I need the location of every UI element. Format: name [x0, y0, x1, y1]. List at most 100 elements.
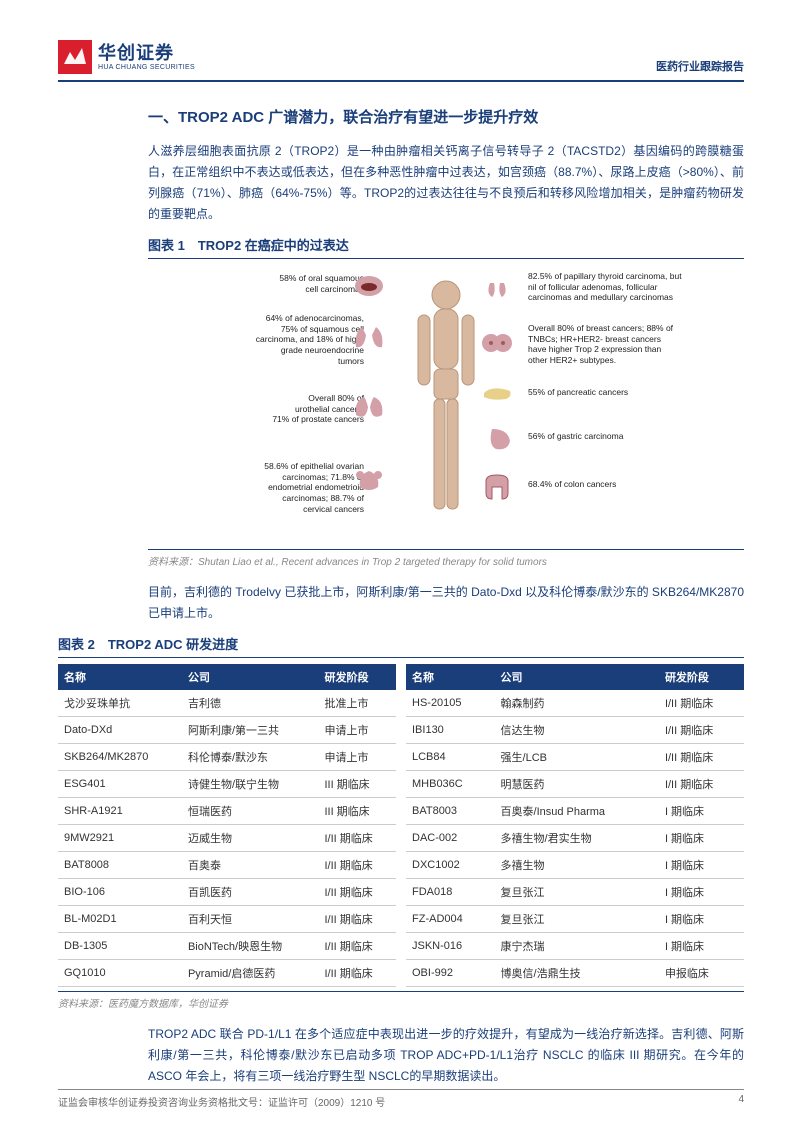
colon-icon — [478, 471, 516, 501]
table-cell: 恒瑞医药 — [182, 798, 319, 825]
table-row: BAT8003百奥泰/Insud PharmaI 期临床 — [406, 798, 744, 825]
table-row: JSKN-016康宁杰瑞I 期临床 — [406, 933, 744, 960]
table-row: IBI130信达生物I/II 期临床 — [406, 717, 744, 744]
infographic-label-right: 82.5% of papillary thyroid carcinoma, bu… — [528, 271, 682, 303]
table-cell: Dato-DXd — [58, 717, 182, 744]
table-row: HS-20105翰森制药I/II 期临床 — [406, 690, 744, 717]
table-left: 名称公司研发阶段戈沙妥珠单抗吉利德批准上市Dato-DXd阿斯利康/第一三共申请… — [58, 664, 396, 987]
table-cell: I/II 期临床 — [318, 933, 396, 960]
table-row: BAT8008百奥泰I/II 期临床 — [58, 852, 396, 879]
logo-block: 华创证券 HUA CHUANG SECURITIES — [58, 40, 195, 74]
table-row: OBI-992博奥信/浩鼎生技申报临床 — [406, 960, 744, 987]
figure1-title: 图表 1 TROP2 在癌症中的过表达 — [148, 235, 744, 259]
table-cell: 明慧医药 — [495, 771, 659, 798]
table-cell: 康宁杰瑞 — [495, 933, 659, 960]
table-header-cell: 公司 — [182, 664, 319, 690]
table-cell: I/II 期临床 — [659, 771, 744, 798]
table-cell: I 期临床 — [659, 825, 744, 852]
infographic-label-right: 68.4% of colon cancers — [528, 479, 616, 490]
figure2-title: 图表 2 TROP2 ADC 研发进度 — [58, 634, 744, 658]
table-row: FDA018复旦张江I 期临床 — [406, 879, 744, 906]
human-body-icon — [406, 275, 486, 535]
table-cell: I 期临床 — [659, 852, 744, 879]
table-cell: 百奥泰/Insud Pharma — [495, 798, 659, 825]
table-cell: SKB264/MK2870 — [58, 744, 182, 771]
table-cell: 百凯医药 — [182, 879, 319, 906]
table-cell: DAC-002 — [406, 825, 495, 852]
table-header-cell: 研发阶段 — [318, 664, 396, 690]
table-row: 9MW2921迈威生物I/II 期临床 — [58, 825, 396, 852]
table-cell: JSKN-016 — [406, 933, 495, 960]
table-cell: DXC1002 — [406, 852, 495, 879]
table-cell: BioNTech/映恩生物 — [182, 933, 319, 960]
table-cell: 信达生物 — [495, 717, 659, 744]
table-row: Dato-DXd阿斯利康/第一三共申请上市 — [58, 717, 396, 744]
table-cell: I/II 期临床 — [318, 852, 396, 879]
infographic-label-left: 64% of adenocarcinomas,75% of squamous c… — [256, 313, 364, 366]
table-cell: I/II 期临床 — [318, 879, 396, 906]
table-cell: 诗健生物/联宁生物 — [182, 771, 319, 798]
table-cell: ESG401 — [58, 771, 182, 798]
table-header-cell: 名称 — [58, 664, 182, 690]
table-cell: BL-M02D1 — [58, 906, 182, 933]
table-cell: 吉利德 — [182, 690, 319, 717]
table-cell: SHR-A1921 — [58, 798, 182, 825]
table-cell: 申请上市 — [318, 717, 396, 744]
table-cell: I 期临床 — [659, 798, 744, 825]
table-row: DAC-002多禧生物/君实生物I 期临床 — [406, 825, 744, 852]
intro-paragraph: 人滋养层细胞表面抗原 2（TROP2）是一种由肿瘤相关钙离子信号转导子 2（TA… — [148, 141, 744, 225]
footer-license: 证监会审核华创证券投资咨询业务资格批文号：证监许可（2009）1210 号 — [58, 1094, 385, 1109]
table-cell: 批准上市 — [318, 690, 396, 717]
lung-icon — [350, 321, 388, 351]
table-cell: 复旦张江 — [495, 906, 659, 933]
pancreas-icon — [478, 379, 516, 409]
table-row: BIO-106百凯医药I/II 期临床 — [58, 879, 396, 906]
table-cell: FZ-AD004 — [406, 906, 495, 933]
figure1-infographic: 58% of oral squamouscell carcinomas64% o… — [148, 265, 744, 545]
table-cell: BAT8008 — [58, 852, 182, 879]
table-header-cell: 名称 — [406, 664, 495, 690]
table-row: SHR-A1921恒瑞医药III 期临床 — [58, 798, 396, 825]
table-cell: 多禧生物 — [495, 852, 659, 879]
page-number: 4 — [738, 1094, 744, 1109]
table-cell: HS-20105 — [406, 690, 495, 717]
table-cell: FDA018 — [406, 879, 495, 906]
infographic-label-right: 55% of pancreatic cancers — [528, 387, 628, 398]
table-cell: MHB036C — [406, 771, 495, 798]
thyroid-icon — [478, 273, 516, 303]
infographic-label-right: 56% of gastric carcinoma — [528, 431, 623, 442]
table-cell: BAT8003 — [406, 798, 495, 825]
report-type: 医药行业跟踪报告 — [656, 58, 744, 74]
table-row: SKB264/MK2870科伦博泰/默沙东申请上市 — [58, 744, 396, 771]
table-cell: I/II 期临床 — [318, 825, 396, 852]
table-cell: I/II 期临床 — [659, 717, 744, 744]
table-cell: 强生/LCB — [495, 744, 659, 771]
table-cell: 阿斯利康/第一三共 — [182, 717, 319, 744]
breast-icon — [478, 327, 516, 357]
table-row: 戈沙妥珠单抗吉利德批准上市 — [58, 690, 396, 717]
table-row: FZ-AD004复旦张江I 期临床 — [406, 906, 744, 933]
table-cell: 博奥信/浩鼎生技 — [495, 960, 659, 987]
table-cell: I 期临床 — [659, 906, 744, 933]
table-cell: 迈威生物 — [182, 825, 319, 852]
table-row: ESG401诗健生物/联宁生物III 期临床 — [58, 771, 396, 798]
figure2-source: 资料来源：医药魔方数据库，华创证券 — [58, 991, 744, 1010]
table-cell: I/II 期临床 — [659, 690, 744, 717]
table-row: DXC1002多禧生物I 期临床 — [406, 852, 744, 879]
table-cell: 多禧生物/君实生物 — [495, 825, 659, 852]
table-cell: I/II 期临床 — [318, 906, 396, 933]
table-cell: III 期临床 — [318, 771, 396, 798]
table-cell: 戈沙妥珠单抗 — [58, 690, 182, 717]
kidney-icon — [350, 393, 388, 423]
table-cell: 科伦博泰/默沙东 — [182, 744, 319, 771]
table-cell: 百奥泰 — [182, 852, 319, 879]
table-row: GQ1010Pyramid/启德医药I/II 期临床 — [58, 960, 396, 987]
table-cell: 9MW2921 — [58, 825, 182, 852]
ovary-icon — [350, 465, 388, 495]
table-cell: GQ1010 — [58, 960, 182, 987]
table-cell: LCB84 — [406, 744, 495, 771]
logo-icon — [58, 40, 92, 74]
page-header: 华创证券 HUA CHUANG SECURITIES 医药行业跟踪报告 — [58, 40, 744, 82]
table-cell: I/II 期临床 — [659, 744, 744, 771]
table-cell: 翰森制药 — [495, 690, 659, 717]
